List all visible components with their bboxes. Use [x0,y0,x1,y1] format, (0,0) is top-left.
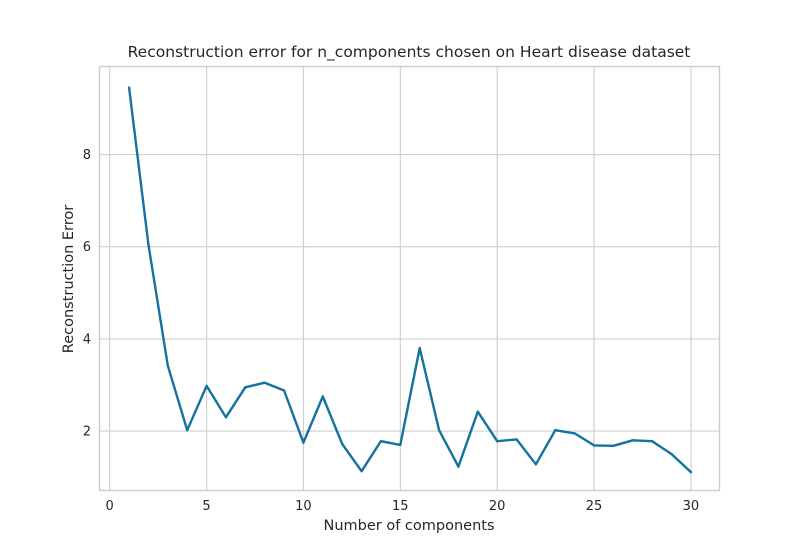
x-tick-label: 10 [295,499,312,514]
data-point [244,386,247,389]
x-tick-label: 20 [489,499,506,514]
data-point [224,416,228,419]
data-point [592,444,596,447]
data-point [689,470,693,474]
x-tick-label: 15 [392,499,409,514]
data-point [302,441,305,444]
data-point [399,443,402,447]
x-tick-label: 25 [586,499,603,514]
data-point [573,432,576,435]
data-point [360,470,363,473]
x-axis-label: Number of components [323,518,494,534]
data-point [554,429,557,432]
series-line [127,86,693,474]
data-point [379,440,383,443]
x-tick-label: 0 [106,499,114,514]
data-point [534,463,538,466]
data-point [496,440,499,443]
data-point [282,389,286,392]
data-point [515,438,518,441]
x-tick-label: 5 [202,499,210,514]
data-point [612,444,615,447]
data-point [437,429,441,432]
data-point [147,243,150,246]
data-point [457,465,460,468]
data-point [205,384,208,388]
data-point [631,439,634,442]
data-point [321,395,324,398]
chart-title: Reconstruction error for n_components ch… [128,43,691,62]
data-point [476,410,479,413]
y-tick-label: 6 [83,240,91,255]
data-point [166,364,169,367]
y-tick-label: 8 [83,148,91,163]
data-point [127,86,131,89]
y-tick-label: 2 [83,425,91,440]
y-tick-label: 4 [83,332,91,347]
plot-frame [98,65,721,492]
data-point [186,429,189,432]
data-point [418,346,421,350]
y-axis-label: Reconstruction Error [61,205,77,354]
x-tick-label: 30 [683,499,700,514]
data-point [263,381,266,384]
data-point [341,442,344,446]
data-point [670,452,673,456]
data-point [651,440,654,443]
